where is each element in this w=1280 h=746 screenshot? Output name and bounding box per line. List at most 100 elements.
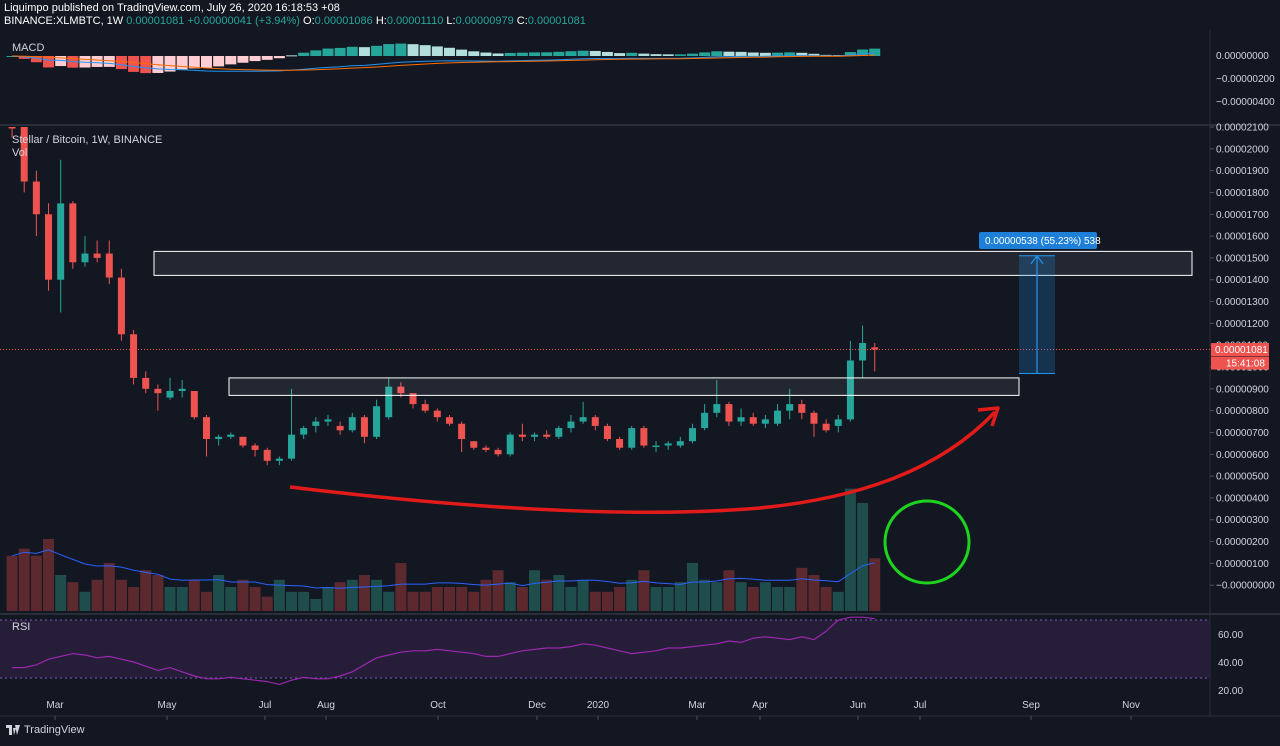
macd-histogram-bar bbox=[128, 56, 140, 72]
macd-histogram-bar bbox=[759, 52, 771, 56]
macd-histogram-bar bbox=[395, 43, 407, 56]
macd-histogram-bar bbox=[772, 52, 784, 56]
countdown-text: 15:41:08 bbox=[1226, 359, 1265, 370]
candle-body bbox=[798, 404, 806, 413]
candle-body bbox=[142, 377, 150, 389]
volume-bar bbox=[18, 548, 30, 611]
price-tick-label: 0.00000400 bbox=[1216, 493, 1269, 504]
last-value: 0.00001081 bbox=[126, 15, 185, 27]
macd-histogram-bar bbox=[334, 47, 346, 56]
macd-histogram-bar bbox=[674, 54, 686, 56]
macd-histogram-bar bbox=[686, 53, 698, 56]
macd-histogram-bar bbox=[504, 52, 516, 56]
volume-bar bbox=[589, 591, 601, 611]
volume-bar bbox=[43, 539, 55, 611]
price-tick-label: 0.00001300 bbox=[1216, 297, 1269, 308]
candle-body bbox=[288, 434, 296, 459]
candle-body bbox=[190, 391, 198, 418]
volume-label: Vol bbox=[12, 147, 27, 159]
time-tick-label: Jul bbox=[914, 700, 927, 711]
macd-pane bbox=[6, 43, 881, 74]
macd-signal-line bbox=[12, 54, 875, 71]
last-price-tag bbox=[1211, 343, 1269, 357]
macd-histogram-bar bbox=[723, 51, 735, 56]
macd-histogram-bar bbox=[784, 52, 796, 56]
candle-body bbox=[117, 277, 125, 335]
price-tick-label: 0.00000200 bbox=[1216, 537, 1269, 548]
volume-bar bbox=[480, 579, 492, 611]
time-tick-label: Nov bbox=[1122, 700, 1140, 711]
volume-bar bbox=[152, 575, 164, 611]
volume-bar bbox=[857, 503, 869, 611]
macd-histogram-bar bbox=[796, 52, 808, 56]
candle-body bbox=[409, 393, 417, 405]
candle-body bbox=[397, 386, 405, 394]
volume-bar bbox=[516, 587, 528, 611]
macd-histogram-bar bbox=[516, 52, 528, 56]
candle-body bbox=[300, 428, 308, 435]
candle-body bbox=[822, 423, 830, 431]
volume-bar bbox=[188, 579, 200, 611]
price-axis[interactable]: 0.00002100 0.00002000 0.00001900 0.00001800… bbox=[1210, 123, 1275, 592]
volume-bar bbox=[310, 599, 322, 611]
candle-body bbox=[373, 406, 381, 437]
volume-bar bbox=[443, 587, 455, 611]
volume-bar bbox=[541, 579, 553, 611]
symbol-label[interactable]: BINANCE:XLMBTC, 1W bbox=[4, 15, 124, 27]
macd-histogram-bar bbox=[358, 47, 370, 56]
volume-bar bbox=[91, 579, 103, 611]
low-label: L: bbox=[446, 15, 456, 27]
macd-label: MACD bbox=[12, 42, 44, 54]
candle-body bbox=[531, 434, 539, 437]
candle-body bbox=[20, 127, 28, 182]
volume-bar bbox=[772, 587, 784, 611]
candle-body bbox=[93, 253, 101, 258]
macd-histogram-bar bbox=[371, 45, 383, 56]
candle-body bbox=[178, 388, 186, 391]
volume-bar bbox=[723, 570, 735, 611]
volume-bar bbox=[30, 555, 42, 611]
macd-histogram-bar bbox=[91, 56, 103, 67]
macd-histogram-bar bbox=[857, 49, 869, 56]
candle-body bbox=[470, 441, 478, 448]
price-tick-label: 0.00000300 bbox=[1216, 515, 1269, 526]
macd-histogram-bar bbox=[650, 54, 662, 56]
volume-bar bbox=[529, 570, 541, 611]
candle-body bbox=[506, 434, 514, 455]
candle-body bbox=[336, 425, 344, 431]
candle-body bbox=[555, 428, 563, 437]
support-zone[interactable] bbox=[228, 377, 1020, 396]
candle-body bbox=[348, 417, 356, 431]
price-tick-label: −0.00000000 bbox=[1216, 581, 1275, 592]
candle-body bbox=[57, 203, 65, 280]
candle-body bbox=[130, 334, 138, 378]
volume-bar bbox=[468, 591, 480, 611]
time-axis[interactable]: Mar May Jul Aug Oct Dec 2020 Mar Apr Jun Jul Sep Nov bbox=[46, 700, 1140, 720]
volume-bar bbox=[832, 591, 844, 611]
footer-brand[interactable]: TradingView bbox=[6, 724, 85, 736]
candle-body bbox=[676, 441, 684, 446]
volume-bar bbox=[334, 582, 346, 611]
macd-histogram-bar bbox=[383, 44, 395, 56]
time-tick-label: Mar bbox=[688, 700, 706, 711]
volume-bar bbox=[796, 567, 808, 611]
volume-bar bbox=[237, 579, 249, 611]
candle-body bbox=[749, 417, 757, 424]
volume-bar bbox=[273, 579, 285, 611]
volume-bar bbox=[504, 582, 516, 611]
candle-body bbox=[202, 417, 210, 439]
candle-body bbox=[458, 423, 466, 439]
volume-bar bbox=[869, 558, 881, 611]
price-tick-label: 0.00001700 bbox=[1216, 210, 1269, 221]
price-tick-label: 0.00000900 bbox=[1216, 384, 1269, 395]
curved-arrow bbox=[289, 410, 997, 514]
volume-bar bbox=[565, 587, 577, 611]
candle-body bbox=[166, 391, 174, 398]
macd-histogram-bar bbox=[273, 56, 285, 59]
candle-body bbox=[324, 419, 332, 422]
macd-histogram-bar bbox=[699, 52, 711, 56]
macd-histogram-bar bbox=[577, 50, 589, 56]
candle-body bbox=[640, 428, 648, 446]
volume-bar bbox=[79, 591, 91, 611]
